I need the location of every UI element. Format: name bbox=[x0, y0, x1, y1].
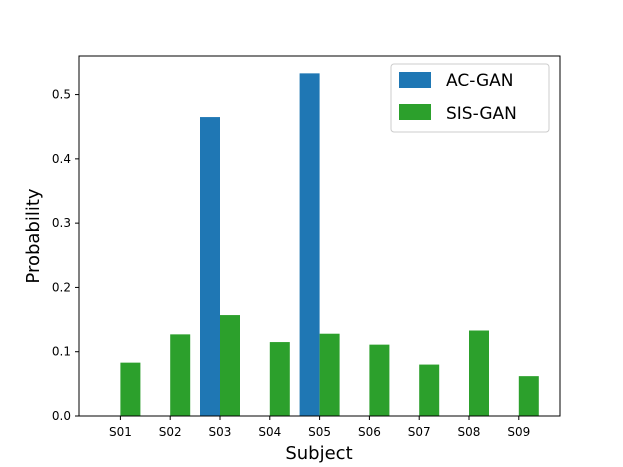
x-tick-label: S01 bbox=[109, 425, 132, 439]
bar-sis-gan-s01 bbox=[120, 362, 141, 416]
x-tick-label: S09 bbox=[507, 425, 530, 439]
legend-swatch-sis-gan bbox=[399, 104, 431, 120]
y-axis: 0.0 0.1 0.2 0.3 0.4 0.5 bbox=[52, 88, 79, 423]
x-axis: S01 S02 S03 S04 S05 S06 S07 S08 S09 bbox=[109, 416, 530, 439]
bar-sis-gan-s09 bbox=[518, 376, 539, 416]
x-tick-label: S03 bbox=[209, 425, 232, 439]
bar-ac-gan-s05 bbox=[299, 73, 320, 416]
x-tick-label: S07 bbox=[408, 425, 431, 439]
bar-sis-gan-s03 bbox=[220, 315, 240, 416]
x-tick-label: S02 bbox=[159, 425, 182, 439]
legend-swatch-ac-gan bbox=[399, 72, 431, 88]
bar-sis-gan-s02 bbox=[170, 334, 191, 416]
bar-sis-gan-s08 bbox=[469, 330, 489, 416]
y-tick-label: 0.1 bbox=[52, 345, 71, 359]
legend-label-sis-gan: SIS-GAN bbox=[446, 104, 517, 124]
bar-sis-gan-s05 bbox=[319, 333, 340, 416]
x-axis-title: Subject bbox=[285, 443, 352, 464]
legend: AC-GAN SIS-GAN bbox=[390, 63, 550, 133]
y-tick-label: 0.0 bbox=[52, 409, 71, 423]
bar-ac-gan-s03 bbox=[200, 117, 220, 417]
x-tick-label: S08 bbox=[458, 425, 481, 439]
y-tick-label: 0.2 bbox=[52, 280, 71, 294]
y-axis-title: Probability bbox=[23, 188, 44, 283]
bar-sis-gan-s07 bbox=[419, 364, 440, 416]
x-tick-label: S05 bbox=[308, 425, 331, 439]
legend-label-ac-gan: AC-GAN bbox=[446, 71, 513, 91]
y-tick-label: 0.4 bbox=[52, 152, 71, 166]
bars-layer bbox=[120, 73, 539, 417]
x-tick-label: S06 bbox=[358, 425, 381, 439]
x-tick-label: S04 bbox=[258, 425, 281, 439]
bar-sis-gan-s06 bbox=[369, 344, 390, 416]
y-tick-label: 0.3 bbox=[52, 216, 71, 230]
bar-sis-gan-s04 bbox=[269, 342, 290, 416]
y-tick-label: 0.5 bbox=[52, 88, 71, 102]
